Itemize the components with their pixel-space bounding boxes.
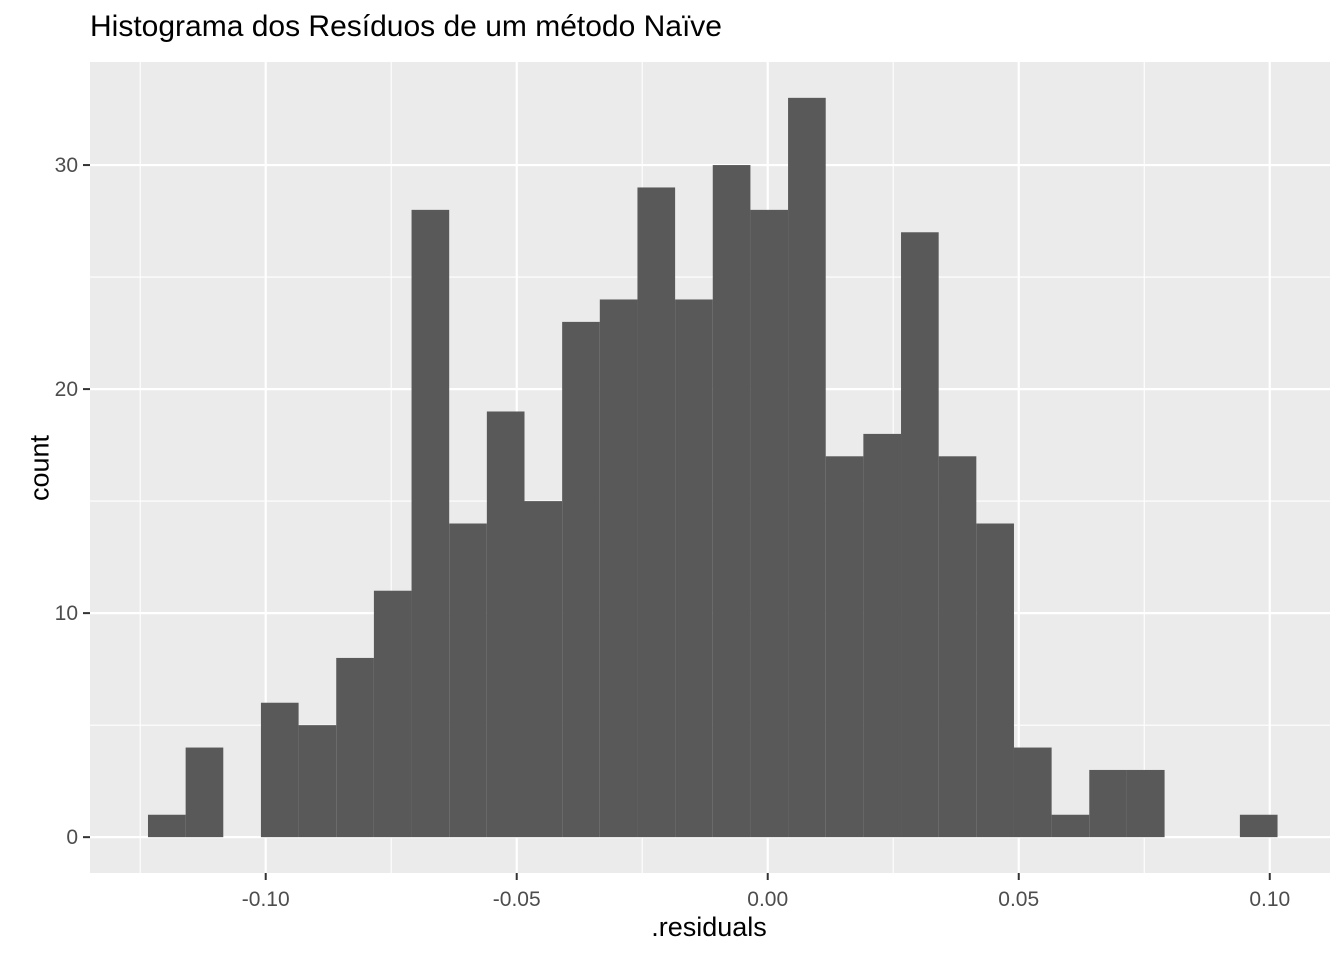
- histogram-bar: [1239, 814, 1278, 838]
- y-axis-label: count: [24, 434, 55, 502]
- histogram-bar: [486, 411, 525, 838]
- histogram-bar: [825, 456, 864, 838]
- histogram-bar: [411, 209, 450, 838]
- chart-title: Histograma dos Resíduos de um método Naï…: [90, 10, 722, 43]
- histogram-bar: [336, 657, 374, 838]
- histogram-bar: [863, 433, 902, 838]
- histogram-bar: [712, 165, 751, 838]
- histogram-bar: [449, 523, 487, 838]
- y-tick-label: 30: [55, 154, 78, 177]
- x-axis-label: .residuals: [651, 912, 767, 942]
- histogram-bar: [637, 187, 676, 838]
- x-tick-label: -0.05: [493, 888, 541, 911]
- x-tick-label: 0.05: [998, 888, 1039, 911]
- histogram-bar: [1089, 769, 1127, 838]
- histogram-bar: [788, 97, 826, 838]
- histogram-bar: [1013, 747, 1052, 838]
- histogram-bar: [373, 590, 412, 838]
- histogram-bar: [976, 523, 1014, 838]
- histogram-bar: [298, 725, 337, 838]
- histogram-bar: [675, 299, 713, 838]
- y-tick-label: 10: [55, 602, 78, 625]
- histogram-bar: [750, 209, 789, 838]
- histogram-bar: [147, 814, 186, 838]
- histogram-bar: [260, 702, 299, 838]
- x-tick-label: -0.10: [242, 888, 290, 911]
- histogram-bar: [599, 299, 638, 838]
- histogram-bar: [938, 456, 977, 838]
- histogram-bar: [1126, 769, 1165, 838]
- y-tick-label: 20: [55, 378, 78, 401]
- histogram-bar: [524, 501, 563, 838]
- x-tick-label: 0.00: [747, 888, 788, 911]
- y-tick-label: 0: [66, 826, 78, 849]
- x-tick-label: 0.10: [1249, 888, 1290, 911]
- histogram-bar: [185, 747, 224, 838]
- histogram-bar: [901, 232, 939, 838]
- histogram-bar: [1051, 814, 1090, 838]
- histogram-bar: [562, 321, 600, 838]
